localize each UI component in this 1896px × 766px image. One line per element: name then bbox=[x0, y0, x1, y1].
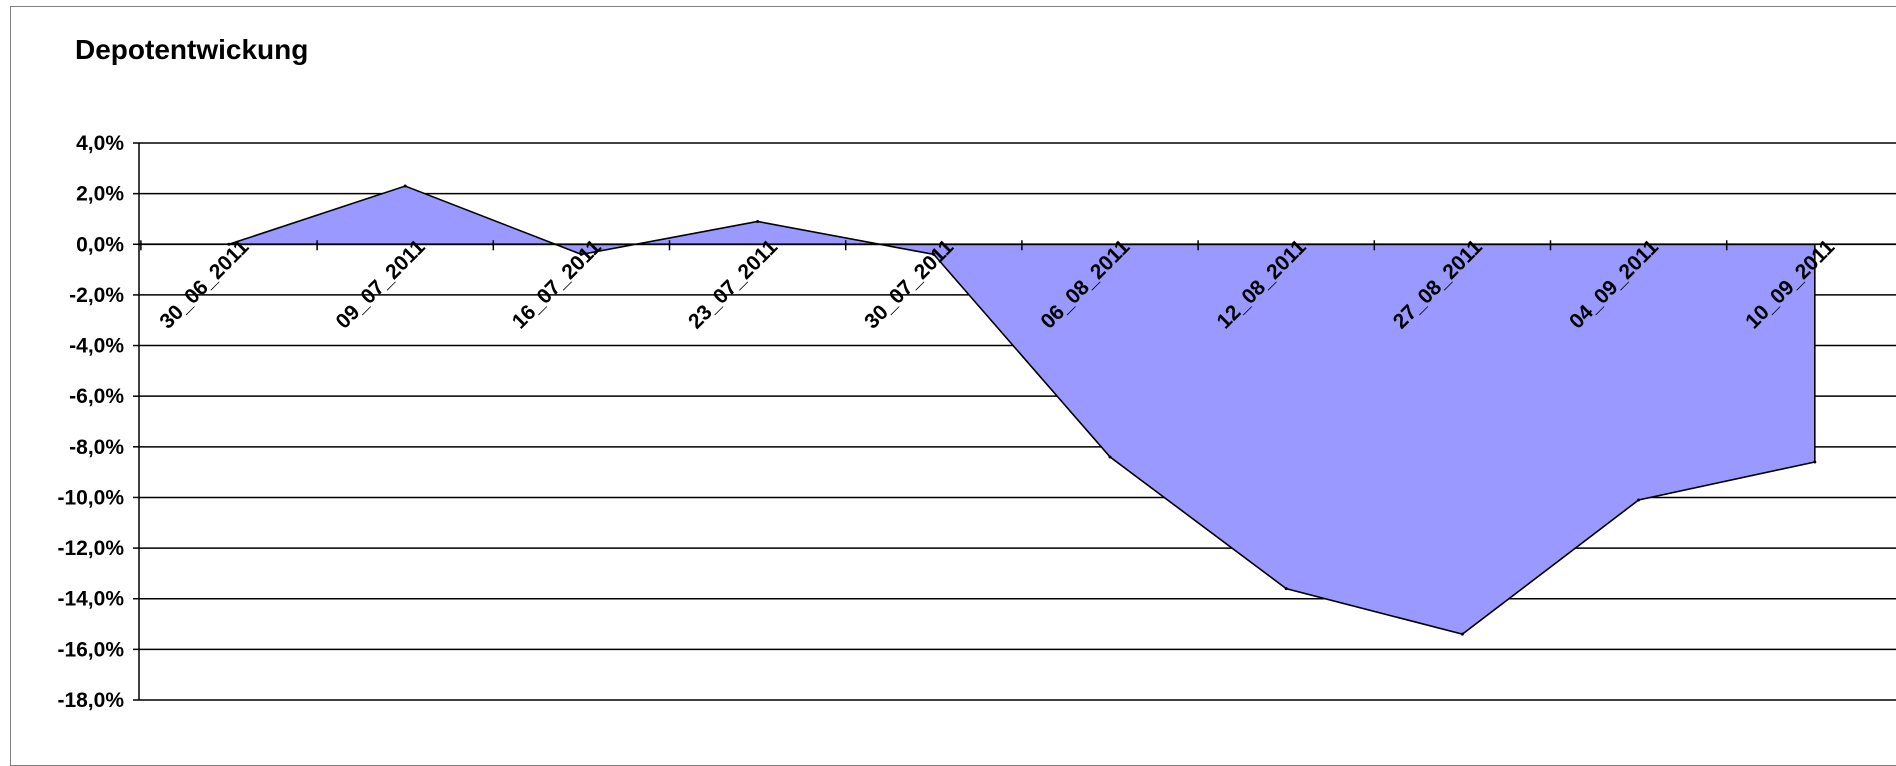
y-tick-label: -8,0% bbox=[69, 436, 124, 459]
data-point bbox=[579, 252, 583, 256]
y-tick-label: -12,0% bbox=[57, 537, 124, 560]
chart-title: Depotentwickung bbox=[75, 34, 309, 65]
y-tick-label: -18,0% bbox=[57, 689, 124, 712]
data-point bbox=[403, 184, 407, 188]
y-tick-label: -2,0% bbox=[69, 284, 124, 307]
data-point bbox=[1284, 587, 1288, 591]
data-point bbox=[1637, 498, 1641, 502]
y-tick-label: -10,0% bbox=[57, 486, 124, 509]
y-tick-label: -16,0% bbox=[57, 638, 124, 661]
data-point bbox=[1813, 460, 1817, 464]
x-axis-ticks bbox=[140, 240, 1728, 251]
gridlines bbox=[139, 142, 1896, 701]
y-tick-label: -6,0% bbox=[69, 385, 124, 408]
area-series bbox=[228, 185, 1816, 636]
y-tick-label: 2,0% bbox=[76, 183, 124, 206]
data-point bbox=[1108, 455, 1112, 459]
y-tick-label: -14,0% bbox=[57, 588, 124, 611]
x-tick-label: 09_07_2011 bbox=[332, 235, 430, 333]
data-point bbox=[756, 219, 760, 223]
x-tick-label: 30_06_2011 bbox=[155, 235, 253, 333]
y-tick-label: -4,0% bbox=[69, 335, 124, 358]
data-point bbox=[1460, 632, 1464, 636]
y-axis-labels: 4,0% 2,0% 0,0% -2,0% -4,0% -6,0% -8,0% -10,0% -1… bbox=[57, 132, 139, 712]
y-tick-label: 4,0% bbox=[76, 132, 124, 155]
data-point bbox=[932, 252, 936, 256]
x-tick-label: 16_07_2011 bbox=[508, 235, 606, 333]
x-tick-label: 23_07_2011 bbox=[684, 235, 782, 333]
y-tick-label: 0,0% bbox=[76, 233, 124, 256]
